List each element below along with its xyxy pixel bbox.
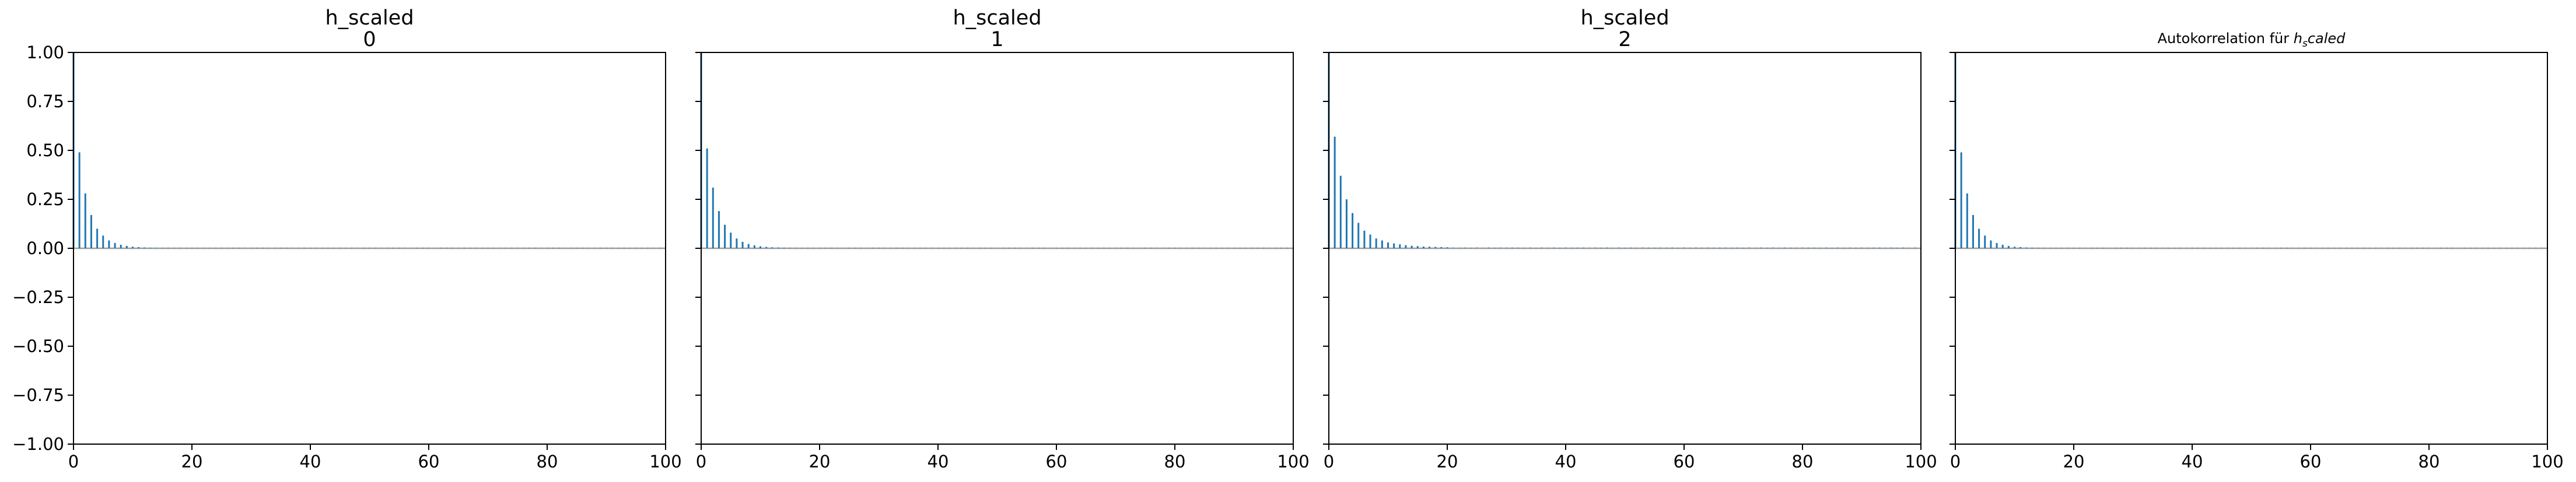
x-tick-label: 100 xyxy=(649,452,681,472)
x-tick-label: 20 xyxy=(181,452,203,472)
y-tick-label: −0.25 xyxy=(12,287,64,307)
x-tick-label: 40 xyxy=(2182,452,2203,472)
x-tick-label: 20 xyxy=(2063,452,2085,472)
y-tick-label: −0.50 xyxy=(12,336,64,356)
y-tick-label: −1.00 xyxy=(12,434,64,454)
y-tick-label: 1.00 xyxy=(26,43,64,62)
x-tick-label: 40 xyxy=(1555,452,1577,472)
panels: 0 20 40 60 80 1001.000.750.500.250.00−0.25−0.… xyxy=(12,6,2564,472)
panel-title-subscript: s xyxy=(2302,38,2308,50)
x-tick-label: 60 xyxy=(1046,452,1068,472)
acf-panel-0: 0 20 40 60 80 100 1.00 0.75 0.50 0.25 0.00 −0.25 −0.… xyxy=(12,6,682,472)
panel-title: Autokorrelation für hscaled xyxy=(2158,30,2346,50)
panel-title-line: 1 xyxy=(991,28,1003,51)
x-tick-label: 40 xyxy=(928,452,949,472)
x-tick-label: 0 xyxy=(68,452,79,472)
y-tick-label: −0.75 xyxy=(12,385,64,405)
acf-panel-3: 0 20 40 60 80 100 Autokorrelation für hscaled xyxy=(1950,30,2564,472)
x-tick-label: 60 xyxy=(2300,452,2322,472)
panel-title-line: 0 xyxy=(363,28,376,51)
x-tick-label: 60 xyxy=(418,452,440,472)
x-tick-label: 20 xyxy=(809,452,831,472)
y-tick-label: 0.50 xyxy=(26,140,64,160)
panel-title-math-rest: caled xyxy=(2308,30,2346,47)
x-tick-label: 80 xyxy=(1792,452,1814,472)
x-tick-label: 100 xyxy=(1277,452,1309,472)
panel-title-line: h_scaled xyxy=(325,6,414,30)
y-tick-label: 0.00 xyxy=(26,238,64,258)
x-tick-label: 0 xyxy=(696,452,706,472)
panel-title-line: 2 xyxy=(1618,28,1631,51)
y-tick-label: 0.25 xyxy=(26,189,64,209)
x-tick-label: 80 xyxy=(1164,452,1186,472)
x-tick-label: 40 xyxy=(300,452,321,472)
x-tick-label: 20 xyxy=(1437,452,1458,472)
panel-title-text: Autokorrelation für xyxy=(2158,30,2294,47)
x-tick-label: 100 xyxy=(1905,452,1937,472)
x-tick-label: 0 xyxy=(1950,452,1961,472)
panel-title-line: h_scaled xyxy=(953,6,1041,30)
y-tick-label: 0.75 xyxy=(26,92,64,111)
x-tick-label: 80 xyxy=(537,452,558,472)
x-tick-label: 0 xyxy=(1324,452,1334,472)
panel-title-line: h_scaled xyxy=(1580,6,1669,30)
panel-title-math: h xyxy=(2294,30,2302,47)
x-tick-label: 100 xyxy=(2531,452,2563,472)
x-tick-label: 60 xyxy=(1674,452,1695,472)
x-tick-label: 80 xyxy=(2418,452,2440,472)
